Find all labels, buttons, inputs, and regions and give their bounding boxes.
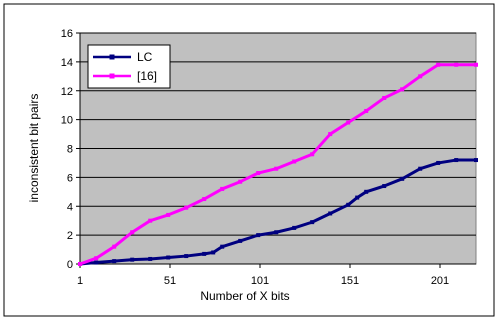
data-point [256,233,261,238]
data-point [130,230,135,235]
data-point [418,74,423,79]
y-tick-label: 10 [61,115,73,127]
data-point [310,220,315,225]
data-point [94,256,99,261]
data-point [364,108,369,113]
legend: LC [16] [87,44,171,89]
data-point [382,95,387,100]
legend-marker-lc [109,54,115,60]
data-point [184,254,189,259]
data-point [436,62,441,67]
data-point [328,132,333,137]
data-point [292,159,297,164]
legend-box [87,44,171,89]
data-point [166,255,171,260]
data-point [346,202,351,207]
y-tick-label: 14 [61,57,73,69]
data-point [238,238,243,243]
data-point [202,251,207,256]
data-point [238,179,243,184]
data-point [148,218,153,223]
y-tick-label: 0 [67,259,73,271]
x-axis-title: Number of X bits [200,289,289,303]
y-tick-label: 4 [67,201,73,213]
data-point [130,257,135,262]
data-point [400,176,405,181]
legend-label-ref16: [16] [137,69,157,83]
x-tick-label: 101 [251,275,269,287]
data-point [454,158,459,163]
x-tick-label: 1 [77,275,83,287]
series-layer [78,62,478,266]
data-point [364,189,369,194]
y-axis-ticks: 0 2 4 6 8 10 12 14 16 [61,28,81,271]
data-point [256,171,261,176]
data-point [94,260,99,265]
data-point [418,166,423,171]
data-point [436,160,441,165]
data-point [474,158,478,163]
y-tick-label: 16 [61,28,73,40]
gridlines [80,32,476,236]
data-point [78,262,82,266]
data-point [184,205,189,210]
data-point [310,152,315,157]
data-point [220,186,225,191]
data-point [211,250,216,255]
data-point [454,62,459,67]
y-tick-label: 6 [67,172,73,184]
y-tick-label: 8 [67,144,73,156]
data-point [274,166,279,171]
x-tick-label: 51 [164,275,176,287]
data-point [355,195,360,200]
data-point [274,230,279,235]
data-point [220,244,225,249]
data-point [346,120,351,125]
data-point [292,225,297,230]
data-point [112,259,117,264]
data-point [112,244,117,249]
y-tick-label: 2 [67,230,73,242]
x-tick-label: 201 [431,275,449,287]
x-tick-label: 151 [341,275,359,287]
data-point [148,256,153,261]
legend-label-lc: LC [137,50,153,64]
data-point [202,197,207,202]
y-tick-label: 12 [61,86,73,98]
data-point [328,211,333,216]
data-point [382,184,387,189]
y-axis-title: inconsistent bit pairs [27,94,41,203]
legend-marker-ref16 [109,73,115,79]
data-point [166,212,171,217]
data-point [400,87,405,92]
x-axis-ticks: 1 51 101 151 201 [77,263,476,287]
data-point [474,62,478,67]
